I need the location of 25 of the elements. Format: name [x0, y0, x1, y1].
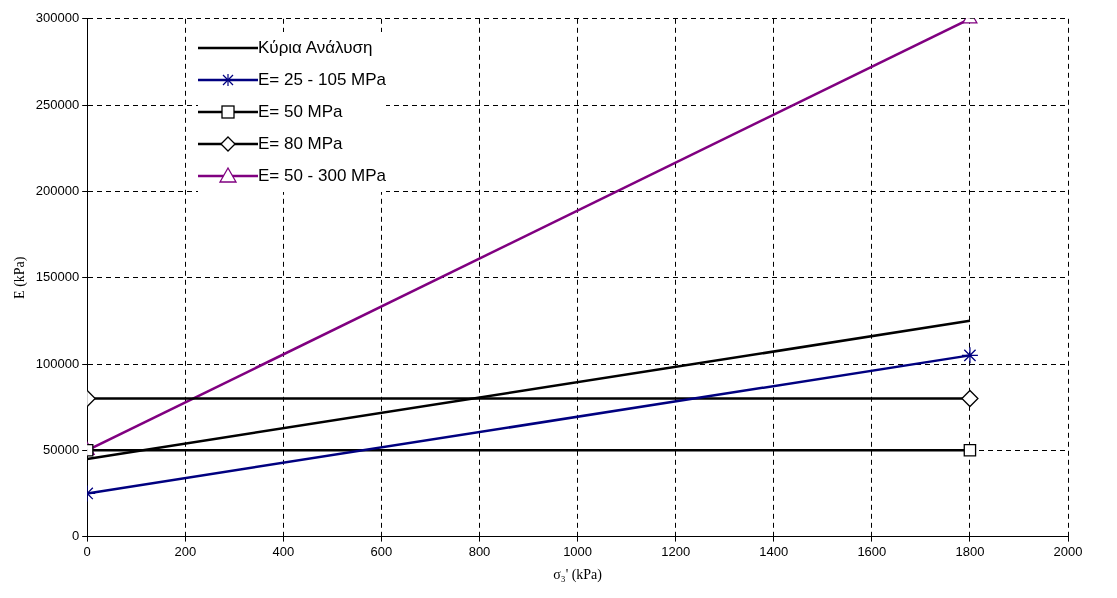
legend-label: E= 25 - 105 MPa: [258, 69, 387, 91]
x-tick-label: 200: [174, 543, 197, 559]
y-tick-label: 0: [71, 528, 80, 544]
legend-label: Κύρια Ανάλυση: [258, 37, 373, 59]
x-tick-label: 2000: [1053, 543, 1083, 559]
y-axis-title: E (kPa): [12, 256, 29, 299]
y-tick-label: 200000: [35, 182, 80, 198]
x-tick-label: 1600: [857, 543, 887, 559]
x-tick-label: 1200: [661, 543, 691, 559]
x-tick-label: 400: [272, 543, 295, 559]
x-tick-label: 1000: [563, 543, 593, 559]
legend-label: E= 50 - 300 MPa: [258, 165, 387, 187]
x-tick-label: 800: [468, 543, 491, 559]
y-tick-label: 250000: [35, 96, 80, 112]
y-tick-label: 300000: [35, 10, 80, 26]
x-axis-title: σ₃' (kPa): [553, 567, 603, 584]
legend-label: E= 80 MPa: [258, 133, 343, 155]
legend-label: E= 50 MPa: [258, 101, 343, 123]
x-tick-label: 1800: [955, 543, 985, 559]
y-tick-label: 150000: [35, 269, 80, 285]
x-tick-label: 0: [83, 543, 91, 559]
y-tick-label: 50000: [43, 441, 80, 457]
x-tick-label: 600: [370, 543, 393, 559]
y-tick-label: 100000: [35, 355, 80, 371]
x-tick-label: 1400: [759, 543, 789, 559]
